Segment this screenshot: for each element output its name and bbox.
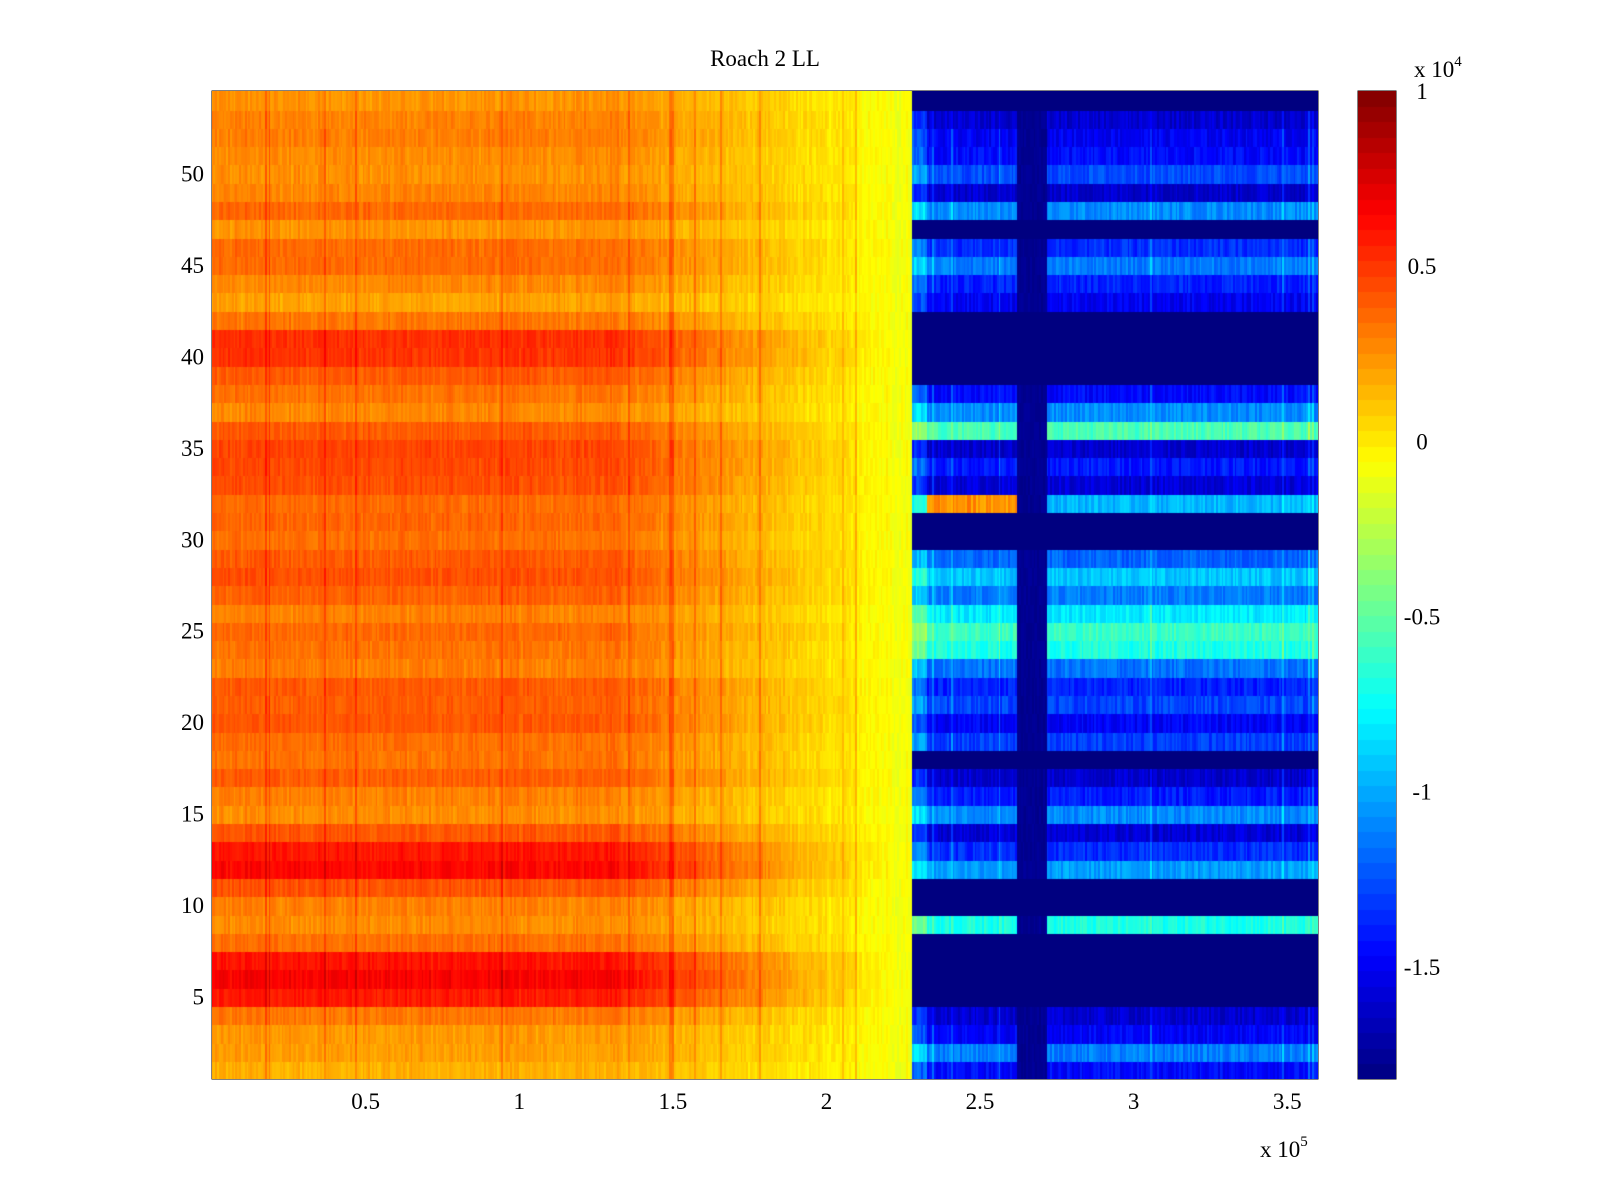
colorbar-exponent-base: x 10 xyxy=(1414,57,1454,82)
x-axis-exponent-power: 5 xyxy=(1300,1134,1308,1150)
y-tick-label: 40 xyxy=(181,344,204,369)
x-tick-label: 2.5 xyxy=(966,1089,995,1114)
colorbar-tick-label: -0.5 xyxy=(1404,605,1440,630)
colorbar-tick-label: -1 xyxy=(1412,780,1431,805)
x-tick-label: 1 xyxy=(513,1089,525,1114)
colorbar-exponent: x 104 xyxy=(1414,54,1462,82)
y-tick-label: 20 xyxy=(181,710,204,735)
colorbar-tick-label: 0 xyxy=(1416,429,1428,454)
y-tick-label: 5 xyxy=(193,985,205,1010)
y-tick-label: 35 xyxy=(181,436,204,461)
colorbar-tick-label: -1.5 xyxy=(1404,955,1440,980)
colorbar-exponent-power: 4 xyxy=(1454,54,1462,70)
colorbar-tick-label: 1 xyxy=(1416,79,1428,104)
y-tick-label: 15 xyxy=(181,802,204,827)
y-tick-label: 10 xyxy=(181,893,204,918)
x-tick-label: 2 xyxy=(821,1089,833,1114)
colorbar-gradient xyxy=(1358,91,1396,1079)
colorbar-axis: 1 0.5 0 -0.5 -1 -1.5 xyxy=(1358,79,1440,980)
y-tick-label: 30 xyxy=(181,527,204,552)
chart-title: Roach 2 LL xyxy=(710,46,820,71)
y-axis: 5 10 15 20 25 30 35 40 45 50 xyxy=(181,161,1318,1010)
x-tick-label: 3 xyxy=(1128,1089,1140,1114)
colorbar-tick-label: 0.5 xyxy=(1408,254,1437,279)
y-tick-label: 25 xyxy=(181,619,204,644)
y-tick-label: 45 xyxy=(181,253,204,278)
y-tick-label: 50 xyxy=(181,161,204,186)
heatmap-image xyxy=(212,91,1318,1079)
x-axis-exponent: x 105 xyxy=(1260,1134,1308,1162)
x-axis-exponent-base: x 10 xyxy=(1260,1137,1300,1162)
x-tick-label: 3.5 xyxy=(1273,1089,1302,1114)
x-tick-label: 0.5 xyxy=(351,1089,380,1114)
x-tick-label: 1.5 xyxy=(658,1089,687,1114)
